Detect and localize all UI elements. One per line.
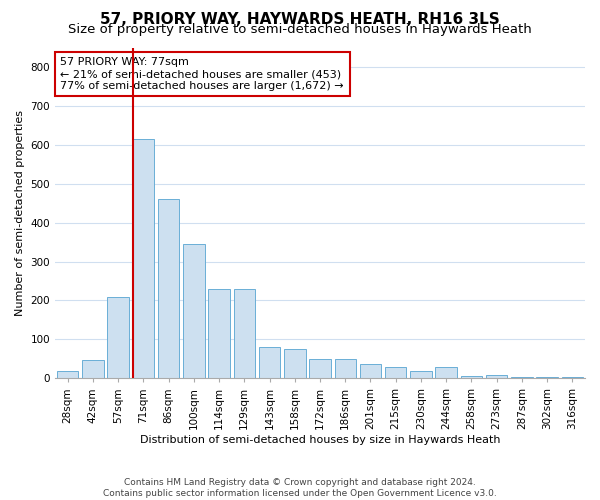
Bar	[284, 349, 305, 378]
Bar	[461, 376, 482, 378]
Bar	[436, 368, 457, 378]
Bar	[385, 368, 406, 378]
Bar	[233, 289, 255, 378]
X-axis label: Distribution of semi-detached houses by size in Haywards Heath: Distribution of semi-detached houses by …	[140, 435, 500, 445]
Text: 57, PRIORY WAY, HAYWARDS HEATH, RH16 3LS: 57, PRIORY WAY, HAYWARDS HEATH, RH16 3LS	[100, 12, 500, 28]
Bar	[511, 377, 533, 378]
Bar	[486, 375, 508, 378]
Text: Contains HM Land Registry data © Crown copyright and database right 2024.
Contai: Contains HM Land Registry data © Crown c…	[103, 478, 497, 498]
Y-axis label: Number of semi-detached properties: Number of semi-detached properties	[15, 110, 25, 316]
Bar	[562, 377, 583, 378]
Bar	[410, 370, 431, 378]
Bar	[57, 372, 79, 378]
Bar	[158, 200, 179, 378]
Bar	[536, 376, 558, 378]
Bar	[183, 244, 205, 378]
Text: 57 PRIORY WAY: 77sqm
← 21% of semi-detached houses are smaller (453)
77% of semi: 57 PRIORY WAY: 77sqm ← 21% of semi-detac…	[61, 58, 344, 90]
Bar	[133, 139, 154, 378]
Text: Size of property relative to semi-detached houses in Haywards Heath: Size of property relative to semi-detach…	[68, 22, 532, 36]
Bar	[259, 347, 280, 378]
Bar	[107, 296, 129, 378]
Bar	[208, 289, 230, 378]
Bar	[335, 359, 356, 378]
Bar	[309, 359, 331, 378]
Bar	[360, 364, 381, 378]
Bar	[82, 360, 104, 378]
